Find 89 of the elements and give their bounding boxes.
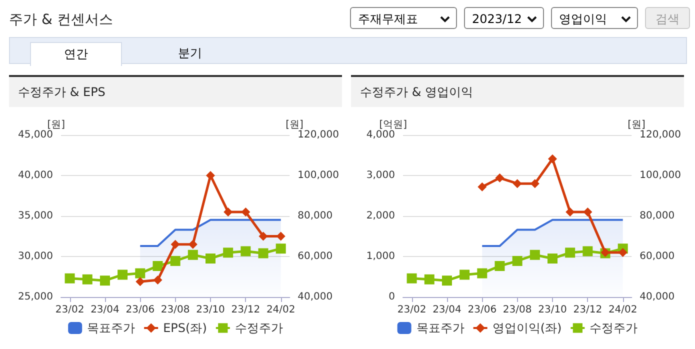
x-tick-label: 23/08 [160,304,190,316]
y-axis-title: [억원] [379,120,408,131]
x-tick-label: 23/02 [55,304,84,316]
y-axis-title: [원] [47,120,66,131]
legend-label: EPS(좌) [163,321,207,335]
y2-tick-label: 60,000 [640,251,675,262]
point [583,207,592,216]
point [152,261,163,272]
y-tick-label: 35,000 [18,210,53,222]
x-tick-label: 23/04 [432,304,462,316]
x-tick-label: 23/12 [573,304,602,316]
y-tick-label: 40,000 [18,170,53,181]
point [188,240,198,249]
x-tick-label: 24/02 [266,304,296,316]
point [478,182,487,192]
chart-title: 수정주가 & 영업이익 [351,75,684,107]
x-tick-label: 23/12 [231,304,260,316]
text: 분기 [177,45,203,62]
point [170,256,180,266]
point [188,250,198,260]
text: 2023/12 [464,7,544,29]
point [406,273,417,284]
x-tick-label: 23/02 [397,304,426,316]
legend-label: 영업이익(좌) [492,321,562,335]
point [495,173,504,182]
legend-label: 목표주가 [87,321,136,335]
point [512,179,522,188]
x-tick-label: 23/06 [126,304,155,316]
y2-axis-title: [원] [628,120,646,131]
point [206,171,215,180]
text: 검색 [645,7,690,29]
y2-tick-label: 40,000 [640,292,675,302]
x-tick-label: 23/10 [196,304,225,316]
x-tick-label: 23/10 [538,304,567,316]
y-tick-label: 1,000 [366,251,395,262]
y2-tick-label: 80,000 [298,210,333,222]
point [548,254,558,264]
point [206,254,216,264]
y-tick-label: 3,000 [366,170,395,181]
legend-label: 수정주가 [590,321,638,335]
point [530,250,540,260]
point [548,154,557,164]
point [276,244,286,254]
point [477,268,488,278]
y2-tick-label: 40,000 [298,292,333,302]
y2-tick-label: 80,000 [640,210,675,222]
y-tick-label: 25,000 [18,292,53,302]
point [424,274,434,284]
point [223,248,234,258]
legend-label: 목표주가 [416,321,464,335]
y2-tick-label: 100,000 [298,170,340,181]
point [494,261,505,272]
chart-title: 수정주가 & EPS [9,75,342,107]
y2-tick-label: 120,000 [298,130,340,140]
y-tick-label: 2,000 [366,210,395,222]
y-tick-label: 0 [388,292,395,302]
x-tick-label: 23/08 [502,304,532,316]
legend-label: 수정주가 [234,321,283,335]
point [82,274,92,284]
point [135,268,146,278]
y-tick-label: 4,000 [366,130,395,140]
text: 영업이익 [551,7,638,29]
point [460,270,470,280]
point [118,270,128,280]
point [100,276,110,286]
point [153,275,162,284]
point [565,248,576,258]
text: 연간 [30,42,122,66]
point [512,256,522,266]
point [258,248,268,258]
y2-tick-label: 120,000 [640,130,682,140]
text: 주가 & 컨센서스 [9,11,113,29]
y-tick-label: 30,000 [18,251,53,262]
x-tick-label: 24/02 [608,304,638,316]
point [170,240,180,249]
point [240,246,251,256]
y2-axis-title: [원] [286,120,304,131]
x-tick-label: 23/06 [468,304,497,316]
point [241,207,250,216]
y2-tick-label: 60,000 [298,251,333,262]
y-tick-label: 45,000 [18,130,53,140]
y2-tick-label: 100,000 [640,170,682,181]
point [530,179,540,188]
point [582,246,593,256]
text: 주재무제표 [350,7,457,29]
point [136,277,145,286]
point [64,273,75,284]
point [442,276,452,286]
x-tick-label: 23/04 [90,304,120,316]
